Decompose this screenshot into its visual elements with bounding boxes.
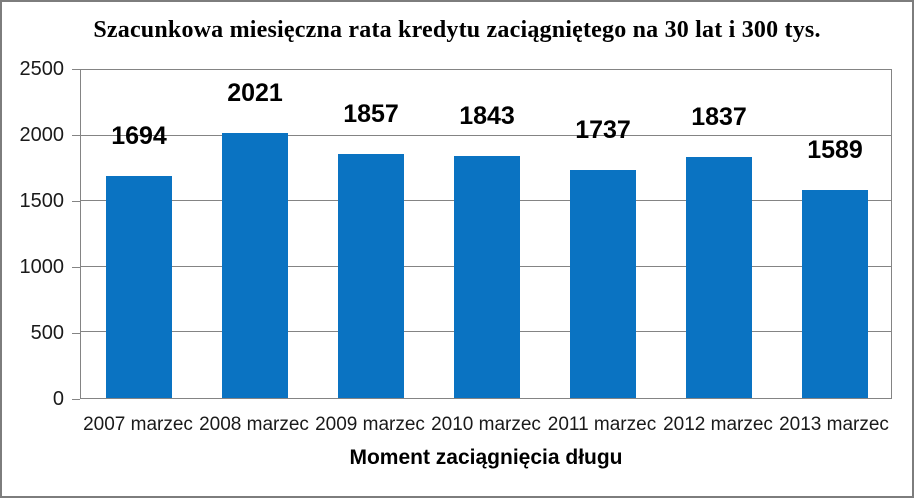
bar-value-label: 1589 xyxy=(807,135,863,164)
x-tick-label: 2009 marzec xyxy=(315,414,425,435)
bar-value-label: 1857 xyxy=(343,100,399,129)
y-tick-mark xyxy=(72,333,80,334)
x-axis-title: Moment zaciągnięcia długu xyxy=(349,446,623,469)
bar xyxy=(222,132,288,398)
bar-value-label: 1737 xyxy=(575,116,631,145)
x-tick-label: 2007 marzec xyxy=(83,414,193,435)
y-tick-label: 2500 xyxy=(19,58,65,80)
bar-value-label: 1694 xyxy=(111,121,167,150)
bar xyxy=(338,154,404,398)
x-tick-label: 2011 marzec xyxy=(547,414,657,435)
x-tick-label: 2013 marzec xyxy=(779,414,889,435)
bar-value-label: 1843 xyxy=(459,102,515,131)
gridline xyxy=(81,134,891,136)
bar xyxy=(454,156,520,398)
bar xyxy=(570,170,636,398)
x-tick-label: 2008 marzec xyxy=(199,414,309,435)
x-tick-label: 2010 marzec xyxy=(431,414,541,435)
y-tick-label: 1500 xyxy=(19,190,65,212)
bar xyxy=(686,157,752,398)
y-tick-label: 1000 xyxy=(19,256,65,278)
bar-value-label: 1837 xyxy=(691,103,747,131)
y-tick-mark xyxy=(72,201,80,202)
y-tick-mark xyxy=(72,135,80,136)
bar xyxy=(106,175,172,398)
chart-title: Szacunkowa miesięczna rata kredytu zacią… xyxy=(93,17,821,43)
y-tick-mark xyxy=(72,399,80,400)
bar xyxy=(802,189,868,398)
y-tick-label: 2000 xyxy=(19,124,65,146)
y-tick-mark xyxy=(72,69,80,70)
y-tick-label: 500 xyxy=(30,322,64,344)
x-tick-label: 2012 marzec xyxy=(663,414,773,435)
plot-area: 1694 2021 1857 1843 1737 1837 1589 xyxy=(80,69,892,399)
y-tick-mark xyxy=(72,267,80,268)
y-tick-label: 0 xyxy=(52,388,64,410)
bar-value-label: 2021 xyxy=(227,78,283,107)
